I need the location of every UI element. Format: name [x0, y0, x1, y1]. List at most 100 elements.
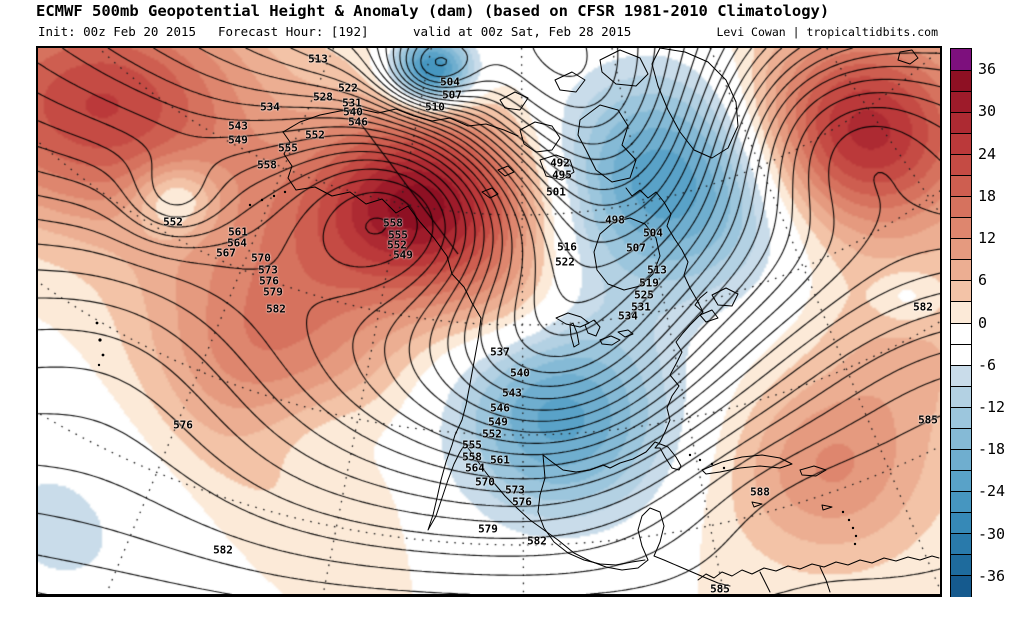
contour-label: 573 [505, 483, 525, 497]
colorbar-tick-label: -30 [978, 524, 1006, 543]
colorbar-cell [951, 154, 971, 177]
contour-label: 585 [918, 413, 938, 427]
contour-label: 525 [634, 288, 654, 302]
colorbar-cell [951, 217, 971, 240]
contour-label: 582 [527, 534, 547, 548]
island-victoria [519, 121, 561, 153]
colorbar-tick-label: -18 [978, 440, 1006, 459]
colorbar-tick-label: 6 [978, 271, 988, 290]
contour-label: 576 [512, 495, 532, 509]
contour-label: 552 [305, 128, 325, 142]
colorbar-cell [951, 238, 971, 261]
contour-label: 567 [216, 246, 236, 260]
contour-label: 570 [475, 475, 495, 489]
contour-label: 516 [557, 240, 577, 254]
colorbar-cell [951, 490, 971, 513]
contour-label: 504 [643, 226, 663, 240]
colorbar-cell [951, 49, 971, 72]
page-title: ECMWF 500mb Geopotential Height & Anomal… [36, 2, 830, 20]
contour-label: 552 [387, 238, 407, 252]
colorbar-tick-label: 24 [978, 144, 997, 163]
colorbar-cell [951, 301, 971, 324]
iceland [897, 49, 919, 65]
contour-label: 579 [478, 522, 498, 536]
contour-label: 504 [440, 75, 460, 89]
colorbar-cell [951, 574, 971, 597]
colorbar-cell [951, 343, 971, 366]
contour-label: 495 [552, 168, 572, 182]
contour-label: 534 [260, 100, 280, 114]
contour-label: 522 [555, 255, 575, 269]
colorbar-cell [951, 70, 971, 93]
contour-label: 570 [251, 251, 271, 265]
contour-label: 510 [425, 100, 445, 114]
contour-label: 546 [348, 115, 368, 129]
contour-label: 537 [490, 345, 510, 359]
contour-label: 546 [490, 401, 510, 415]
valid-time: valid at 00z Sat, Feb 28 2015 [413, 24, 632, 39]
contour-label: 582 [266, 302, 286, 316]
map-plot-area: 513 504 507 510 522 528 531 534 540 546 543 549 552 5… [36, 46, 942, 597]
colorbar-tick-label: -36 [978, 566, 1006, 585]
coastline-layer [95, 48, 940, 593]
contour-label: 555 [462, 438, 482, 452]
colorbar-cell [951, 175, 971, 198]
contour-label: 552 [163, 215, 183, 229]
island-arctic-b [554, 71, 586, 93]
contour-label: 588 [750, 485, 770, 499]
init-time: Init: 00z Feb 20 2015 [38, 24, 197, 39]
greenland [651, 48, 739, 159]
island-arctic-small [539, 154, 575, 181]
contour-label: 552 [482, 427, 502, 441]
contour-label: 549 [228, 133, 248, 147]
colorbar-cell [951, 196, 971, 219]
colorbar-tick-labels: 36 30 24 18 12 6 0 -6 -12 -18 -24 -30 -36 [978, 48, 1024, 597]
contour-label: 558 [462, 450, 482, 464]
colorbar-tick-label: -6 [978, 355, 997, 374]
colombia-dip [819, 566, 831, 593]
contour-label: 549 [488, 415, 508, 429]
lake-ontario [617, 329, 634, 338]
contour-label-layer: 513 504 507 510 522 528 531 534 540 546 543 549 552 5… [38, 48, 940, 596]
island-baffin [577, 104, 637, 183]
contour-label: 576 [259, 274, 279, 288]
colorbar-cell [951, 91, 971, 114]
puerto-rico [821, 504, 833, 511]
colorbar-tick-label: 36 [978, 60, 997, 79]
contour-label: 522 [338, 81, 358, 95]
contour-label: 558 [257, 158, 277, 172]
contour-label: 528 [313, 90, 333, 104]
great-slave-lake [481, 187, 499, 199]
venezuela-dip [759, 571, 771, 593]
contour-label: 561 [490, 453, 510, 467]
coast-alaska-westcoast [295, 186, 649, 571]
contour-label: 561 [228, 225, 248, 239]
contour-label: 543 [228, 119, 248, 133]
contour-label: 555 [278, 141, 298, 155]
newfoundland [711, 287, 739, 307]
colorbar-cell [951, 133, 971, 156]
contour-label: 531 [342, 96, 362, 110]
contour-label: 582 [913, 300, 933, 314]
lake-erie [599, 335, 621, 346]
colorbar-tick-label: -24 [978, 482, 1006, 501]
coast-yucatan-centralamerica [637, 507, 731, 587]
island-ellesmere [599, 49, 649, 87]
colorbar-tick-label: -12 [978, 397, 1006, 416]
anomaly-colorbar [950, 48, 972, 597]
island-arctic-a [499, 91, 529, 111]
contour-label: 543 [502, 386, 522, 400]
contour-label: 549 [393, 248, 413, 262]
contour-label: 519 [639, 276, 659, 290]
colorbar-cell [951, 427, 971, 450]
colorbar-cell [951, 553, 971, 576]
contour-label: 501 [546, 185, 566, 199]
contour-label: 507 [626, 241, 646, 255]
coast-alaska-north [282, 108, 519, 191]
coast-labrador [625, 187, 704, 313]
contour-label: 564 [465, 461, 485, 475]
forecast-hour: Forecast Hour: [192] [218, 24, 369, 39]
great-bear-lake [497, 165, 515, 177]
contour-label: 498 [605, 213, 625, 227]
